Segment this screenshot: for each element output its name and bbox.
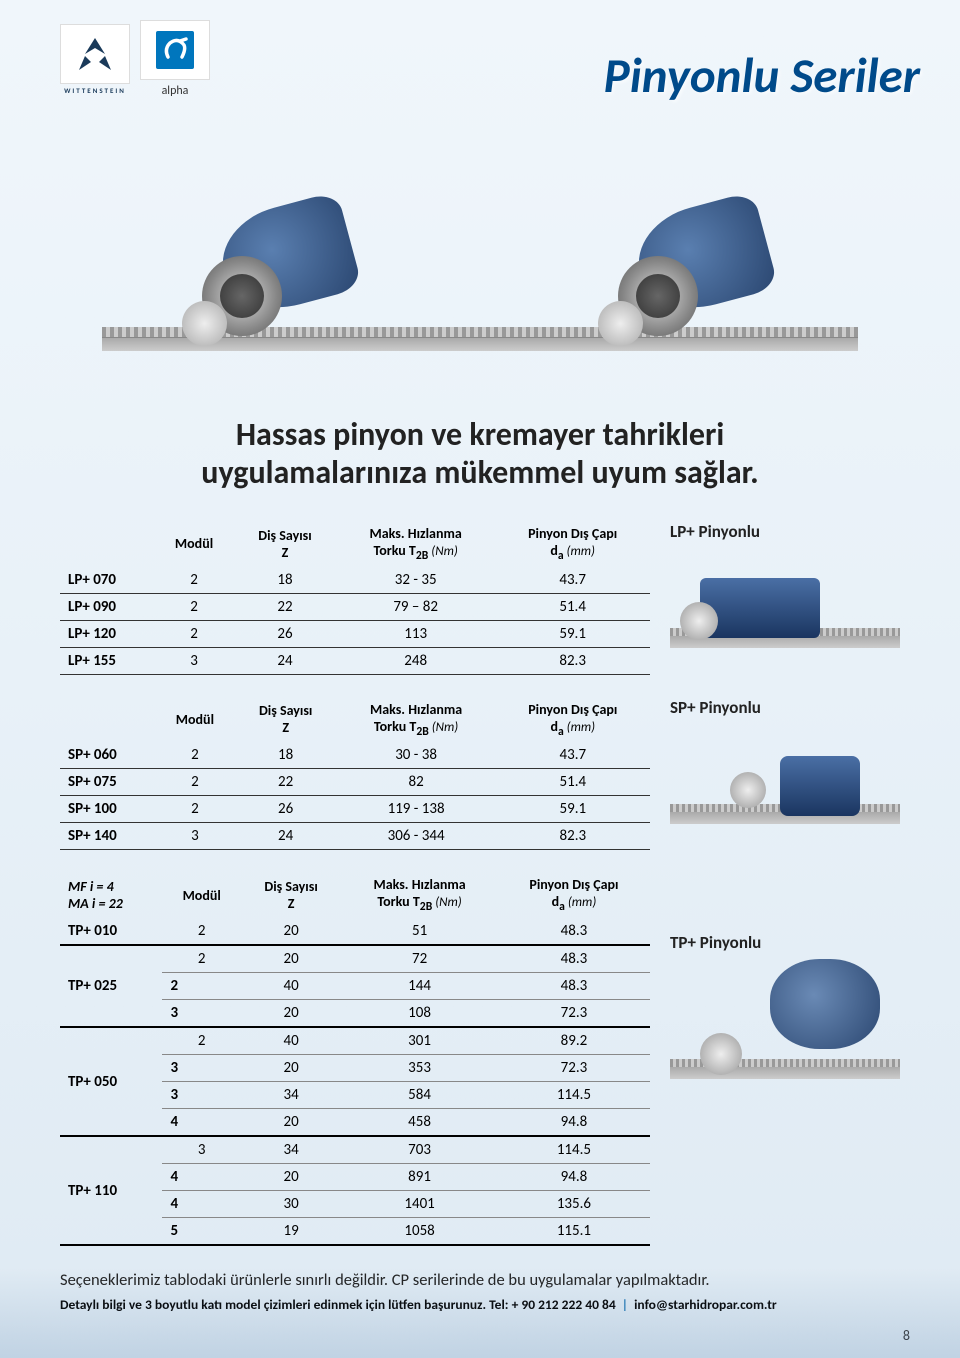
col-modul: Modül — [154, 521, 234, 567]
col-tork: Maks. HızlanmaTorku T2B (Nm) — [336, 521, 495, 567]
tp-mf-head: MF i = 4MA i = 22 — [60, 872, 162, 918]
table-row: TP+ 0102205148.3 — [60, 918, 650, 945]
wittenstein-logo: WITTENSTEIN — [60, 24, 130, 95]
table-row: TP+ 110334703114.5 — [60, 1136, 650, 1164]
alpha-text: alpha — [140, 84, 210, 98]
table-row: SP+ 100226119 - 13859.1 — [60, 796, 650, 823]
page-number: 8 — [903, 1327, 910, 1344]
table-row: LP+ 09022279 – 8251.4 — [60, 593, 650, 620]
table-row: TP+ 0252207248.3 — [60, 945, 650, 973]
tp-side-label: TP+ Pinyonlu — [670, 932, 900, 953]
table-row: SP+ 06021830 - 3843.7 — [60, 742, 650, 769]
table-row: SP+ 0752228251.4 — [60, 769, 650, 796]
sp-table: Modül Diş SayısıZ Maks. HızlanmaTorku T2… — [60, 697, 650, 851]
alpha-logo: alpha — [140, 20, 210, 98]
wittenstein-icon — [73, 36, 117, 72]
wittenstein-text: WITTENSTEIN — [60, 86, 130, 95]
col-dis: Diş SayısıZ — [234, 521, 336, 567]
lp-side-label: LP+ Pinyonlu — [670, 521, 900, 542]
table-row: LP+ 12022611359.1 — [60, 620, 650, 647]
table-row: LP+ 15532424882.3 — [60, 647, 650, 674]
subtitle: Hassas pinyon ve kremayer tahrikleri uyg… — [60, 416, 900, 493]
tp-table: MF i = 4MA i = 22 Modül Diş SayısıZ Maks… — [60, 872, 650, 1246]
hero-product-image — [102, 126, 858, 386]
table-row: TP+ 05024030189.2 — [60, 1027, 650, 1055]
lp-table: Modül Diş SayısıZ Maks. HızlanmaTorku T2… — [60, 521, 650, 675]
col-cap: Pinyon Dış Çapıda (mm) — [495, 521, 650, 567]
sp-side-label: SP+ Pinyonlu — [670, 697, 900, 718]
footer-detail: Detaylı bilgi ve 3 boyutlu katı model çi… — [60, 1296, 900, 1313]
table-row: SP+ 140324306 - 34482.3 — [60, 823, 650, 850]
alpha-icon — [160, 35, 190, 65]
footer-note: Seçeneklerimiz tablodaki ürünlerle sınır… — [60, 1270, 900, 1290]
tp-side-image — [670, 959, 900, 1089]
lp-side-image — [670, 548, 900, 658]
table-row: LP+ 07021832 - 3543.7 — [60, 567, 650, 594]
sp-side-image — [670, 724, 900, 834]
